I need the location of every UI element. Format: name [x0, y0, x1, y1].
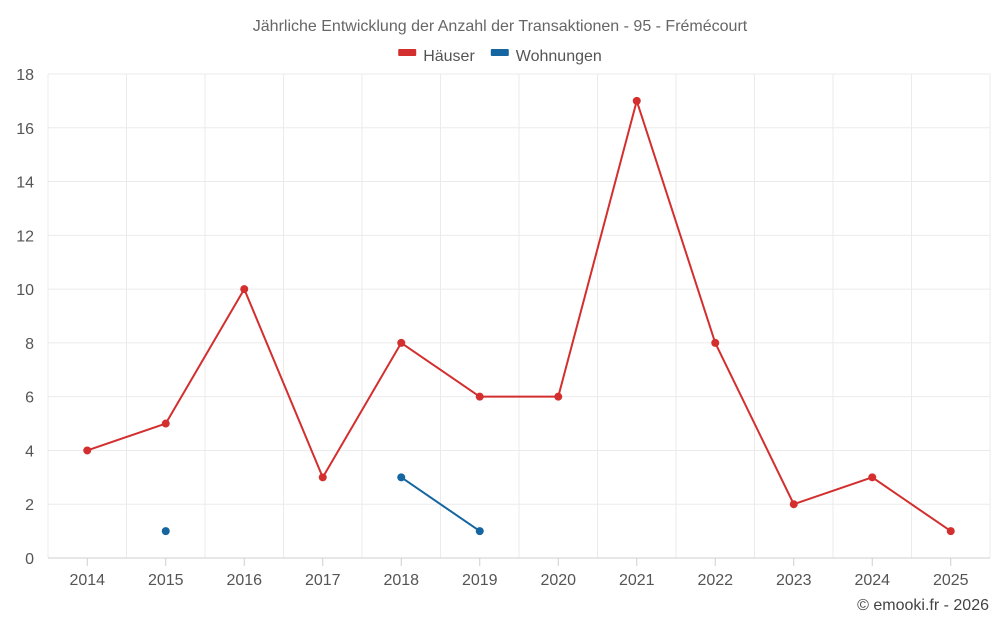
legend-item[interactable]: Häuser [398, 48, 475, 65]
x-tick-label: 2018 [383, 572, 419, 589]
data-point[interactable] [946, 527, 955, 536]
legend: Häuser Wohnungen [398, 48, 602, 65]
x-tick-label: 2024 [854, 572, 890, 589]
x-tick-label: 2014 [69, 572, 105, 589]
data-point[interactable] [554, 392, 563, 401]
data-point[interactable] [397, 338, 406, 347]
x-tick-label: 2021 [619, 572, 655, 589]
data-point[interactable] [475, 392, 484, 401]
y-tick-label: 12 [16, 228, 34, 245]
x-tick-label: 2017 [305, 572, 341, 589]
legend-label: Häuser [423, 48, 475, 65]
data-point[interactable] [632, 96, 641, 105]
x-tick-label: 2020 [540, 572, 576, 589]
y-tick-label: 16 [16, 121, 34, 138]
series-line [86, 99, 952, 532]
data-point[interactable] [240, 285, 249, 294]
series-line [400, 476, 481, 532]
y-tick-label: 10 [16, 282, 34, 299]
x-tick-label: 2019 [462, 572, 498, 589]
legend-swatch [490, 49, 509, 56]
y-tick-label: 8 [25, 336, 34, 353]
credit-text: © emooki.fr - 2026 [857, 597, 989, 614]
data-point[interactable] [789, 500, 798, 509]
legend-label: Wohnungen [516, 48, 602, 65]
data-point[interactable] [475, 527, 484, 536]
legend-item[interactable]: Wohnungen [490, 48, 602, 65]
y-tick-label: 2 [25, 497, 34, 514]
series-0 [83, 96, 955, 536]
series-layer [83, 96, 955, 536]
data-point[interactable] [83, 446, 92, 455]
x-tick-label: 2016 [226, 572, 262, 589]
data-point[interactable] [161, 419, 170, 428]
x-tick-label: 2023 [776, 572, 812, 589]
data-point[interactable] [161, 527, 170, 536]
axes: 0 2 4 6 8 10 12 14 16 18 2014 2015 2016 2017 2018 2019 2… [16, 67, 990, 589]
series-1 [161, 473, 484, 536]
y-tick-label: 14 [16, 175, 34, 192]
y-tick-label: 6 [25, 390, 34, 407]
x-tick-label: 2015 [148, 572, 184, 589]
data-point[interactable] [397, 473, 406, 482]
data-point[interactable] [318, 473, 327, 482]
data-point[interactable] [868, 473, 877, 482]
data-point[interactable] [711, 338, 720, 347]
x-tick-label: 2022 [697, 572, 733, 589]
legend-swatch [398, 49, 417, 56]
y-tick-label: 0 [25, 551, 34, 568]
grid-lines [47, 73, 991, 558]
x-tick-label: 2025 [933, 572, 969, 589]
y-tick-label: 18 [16, 67, 34, 84]
y-tick-label: 4 [25, 443, 34, 460]
chart-title: Jährliche Entwicklung der Anzahl der Tra… [253, 18, 748, 35]
